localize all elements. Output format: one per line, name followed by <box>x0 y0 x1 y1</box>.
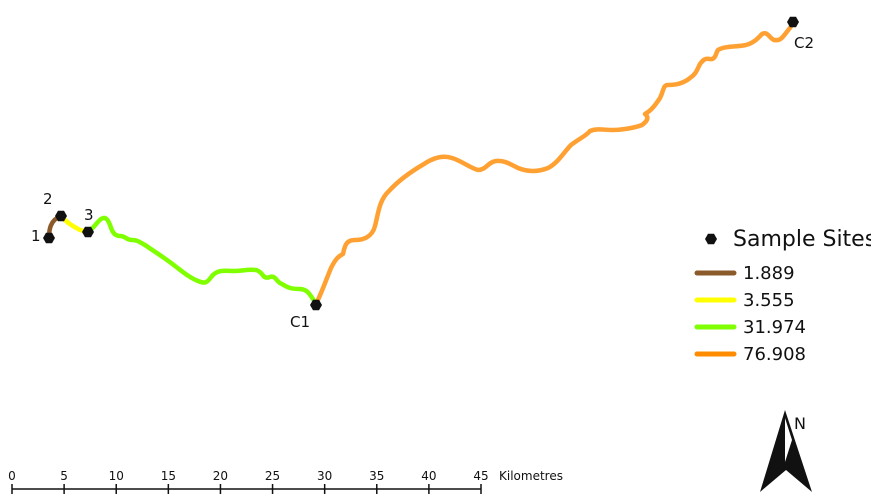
scale-ticks <box>11 484 482 494</box>
site-labels: 1 2 3 C1 C2 <box>31 34 814 331</box>
scale-tick-label: 10 <box>109 469 124 483</box>
north-arrow: N <box>760 410 812 492</box>
site-marker-2 <box>55 210 67 222</box>
legend-title: Sample Sites <box>733 227 871 252</box>
scale-bar: 0 5 10 15 20 25 30 35 40 45 Kilometres <box>8 469 563 494</box>
site-marker-c1 <box>310 299 322 311</box>
legend-label-2: 3.555 <box>743 290 795 311</box>
site-label-c1: C1 <box>290 313 310 331</box>
site-marker-1 <box>43 232 55 244</box>
site-label-1: 1 <box>31 227 41 245</box>
scale-tick-label: 15 <box>161 469 176 483</box>
scale-tick-label: 25 <box>265 469 280 483</box>
scale-tick-label: 5 <box>60 469 68 483</box>
scale-tick-label: 20 <box>213 469 228 483</box>
site-marker-c2 <box>787 16 799 28</box>
route-3-c1 <box>85 215 319 307</box>
site-marker-3 <box>82 226 94 238</box>
sample-sites <box>43 16 799 311</box>
scale-tick-label: 30 <box>317 469 332 483</box>
site-label-c2: C2 <box>794 34 814 52</box>
north-label: N <box>794 414 806 433</box>
site-label-2: 2 <box>43 190 53 208</box>
scale-tick-label: 0 <box>8 469 16 483</box>
scale-tick-label: 45 <box>473 469 488 483</box>
legend-label-3: 31.974 <box>743 317 806 338</box>
site-label-3: 3 <box>84 206 94 224</box>
legend: Sample Sites 1.889 3.555 31.974 76.908 <box>694 227 871 365</box>
routes <box>46 20 796 307</box>
north-arrow-highlight <box>785 418 792 462</box>
scale-tick-label: 40 <box>421 469 436 483</box>
route-c1-c2 <box>313 20 796 307</box>
scale-unit-label: Kilometres <box>499 469 563 483</box>
legend-label-1: 1.889 <box>743 263 795 284</box>
legend-site-icon <box>705 233 717 245</box>
scale-tick-label: 35 <box>369 469 384 483</box>
scale-labels: 0 5 10 15 20 25 30 35 40 45 <box>8 469 488 483</box>
legend-label-4: 76.908 <box>743 344 806 365</box>
